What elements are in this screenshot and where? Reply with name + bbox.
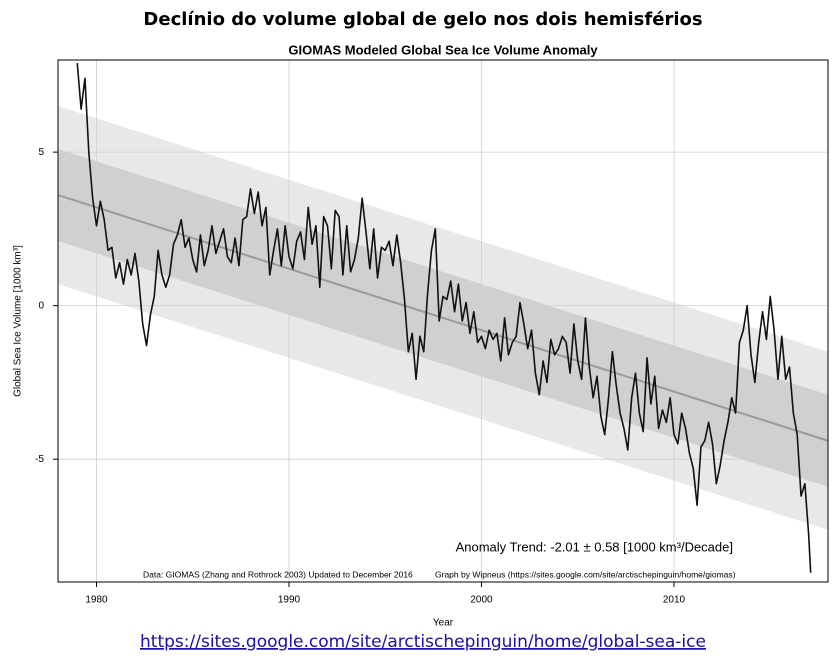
trend-line [57,194,829,442]
data-line [76,63,812,573]
x-axis-label: Year [433,618,454,629]
y-tick-label: 0 [38,300,44,311]
x-tick-label: 2010 [663,595,686,606]
source-link[interactable]: https://sites.google.com/site/arctischep… [140,632,706,652]
x-tick-label: 1990 [278,595,301,606]
y-tick-label: -5 [35,454,44,465]
y-tick-label: 5 [38,147,44,158]
page-title: Declínio do volume global de gelo nos do… [143,9,702,30]
y-axis-label: Global Sea Ice Volume [1000 km³] [13,245,24,397]
source-note: Data: GIOMAS (Zhang and Rothrock 2003) U… [143,569,413,579]
annotation: Anomaly Trend: -2.01 ± 0.58 [1000 km³/De… [456,539,733,554]
x-tick-label: 2000 [470,595,493,606]
plot-frame [57,59,829,583]
x-tick-label: 1980 [85,595,108,606]
chart-title: GIOMAS Modeled Global Sea Ice Volume Ano… [288,42,598,57]
source-note: Graph by Wipneus (https://sites.google.c… [435,569,736,579]
